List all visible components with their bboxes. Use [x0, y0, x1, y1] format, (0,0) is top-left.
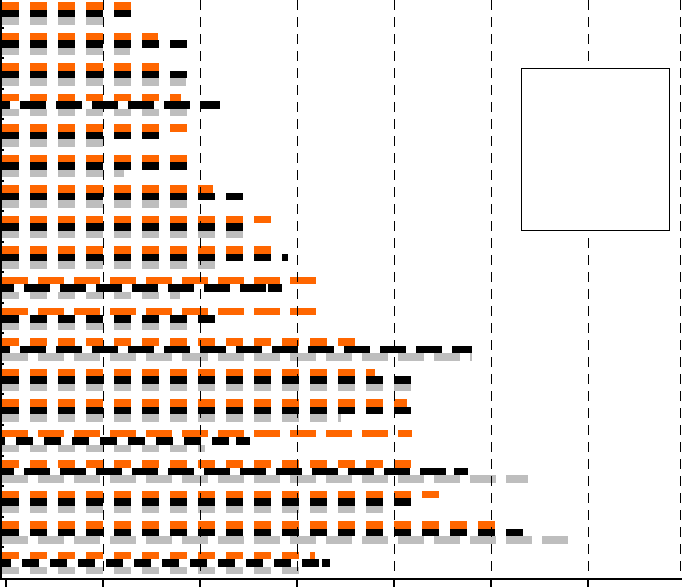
bar-gray	[2, 200, 190, 208]
y-axis-tick	[0, 393, 4, 396]
bar-gray	[2, 322, 192, 330]
bar-orange	[2, 338, 358, 346]
bar-orange	[2, 246, 278, 254]
bar-gray	[2, 566, 303, 575]
bar-black	[2, 528, 528, 537]
y-axis-tick	[0, 301, 4, 304]
bar-gray	[2, 261, 217, 269]
y-axis-tick	[0, 515, 4, 518]
bar-black	[2, 315, 218, 323]
bar-black	[2, 192, 248, 201]
bar-orange	[2, 154, 191, 163]
bar-gray	[2, 139, 103, 147]
x-axis-tick	[199, 580, 201, 587]
bar-orange	[2, 215, 277, 224]
y-axis-tick	[0, 362, 4, 365]
y-axis-tick	[0, 179, 4, 182]
bar-black	[2, 101, 220, 109]
bar-black	[2, 70, 191, 79]
bar-gray	[2, 17, 110, 25]
x-axis-tick	[393, 580, 395, 587]
bar-gray	[2, 353, 472, 361]
bar-orange	[2, 521, 497, 529]
bar-gray	[2, 78, 186, 86]
bar-orange	[2, 276, 323, 285]
x-axis-tick	[490, 580, 492, 587]
gridline	[680, 0, 681, 578]
y-axis-tick	[0, 149, 4, 151]
bar-orange	[2, 32, 158, 41]
bar-black	[2, 162, 187, 170]
bar-black	[2, 131, 167, 140]
bar-orange	[2, 185, 213, 193]
bar-gray	[2, 291, 180, 300]
bar-black	[2, 437, 250, 445]
bar-gray	[2, 108, 190, 117]
x-axis-tick	[587, 580, 589, 587]
bar-orange	[2, 429, 412, 438]
bar-black	[2, 498, 411, 506]
y-axis-tick	[0, 26, 4, 29]
gridline	[588, 0, 589, 578]
gridline	[491, 0, 492, 578]
x-axis-tick	[5, 580, 7, 587]
x-axis-tick	[296, 580, 298, 587]
y-axis-line	[0, 0, 2, 580]
y-axis-tick	[0, 485, 4, 488]
x-axis-tick	[102, 580, 104, 587]
bar-gray	[2, 536, 571, 544]
bar-gray	[2, 475, 528, 483]
gridline	[297, 0, 298, 578]
y-axis-tick	[0, 332, 4, 335]
bar-gray	[2, 383, 417, 392]
y-axis-tick	[0, 210, 4, 213]
bar-black	[2, 9, 133, 17]
bar-gray	[2, 47, 130, 56]
gridline	[103, 0, 104, 578]
y-axis-tick	[0, 118, 4, 121]
y-axis-tick	[0, 423, 4, 426]
bar-black	[2, 376, 417, 384]
bar-black	[2, 467, 468, 476]
bar-black	[2, 559, 330, 567]
bar-orange	[2, 460, 417, 468]
bar-orange	[2, 490, 444, 499]
bar-black	[2, 223, 245, 231]
y-axis-tick	[0, 57, 4, 60]
bar-orange	[2, 368, 375, 377]
bar-black	[2, 253, 288, 262]
legend-box	[521, 68, 670, 231]
y-axis-tick	[0, 454, 4, 457]
bar-black	[2, 406, 417, 415]
y-axis-tick	[0, 240, 4, 243]
bar-black	[2, 40, 188, 48]
bar-orange	[2, 551, 315, 560]
gridline	[200, 0, 201, 578]
x-axis-line	[0, 578, 682, 580]
bar-orange	[2, 2, 137, 10]
bar-orange	[2, 93, 181, 102]
y-axis-tick	[0, 87, 4, 90]
bar-orange	[2, 307, 323, 315]
y-axis-tick	[0, 271, 4, 274]
bar-orange	[2, 399, 407, 407]
bar-orange	[2, 124, 188, 132]
y-axis-tick	[0, 546, 4, 549]
bar-gray	[2, 505, 388, 514]
bar-gray	[2, 230, 247, 239]
bar-orange	[2, 63, 165, 71]
bar-gray	[2, 414, 341, 422]
bar-black	[2, 284, 282, 292]
bar-black	[2, 345, 472, 354]
bar-gray	[2, 169, 124, 178]
gridline	[394, 0, 395, 578]
